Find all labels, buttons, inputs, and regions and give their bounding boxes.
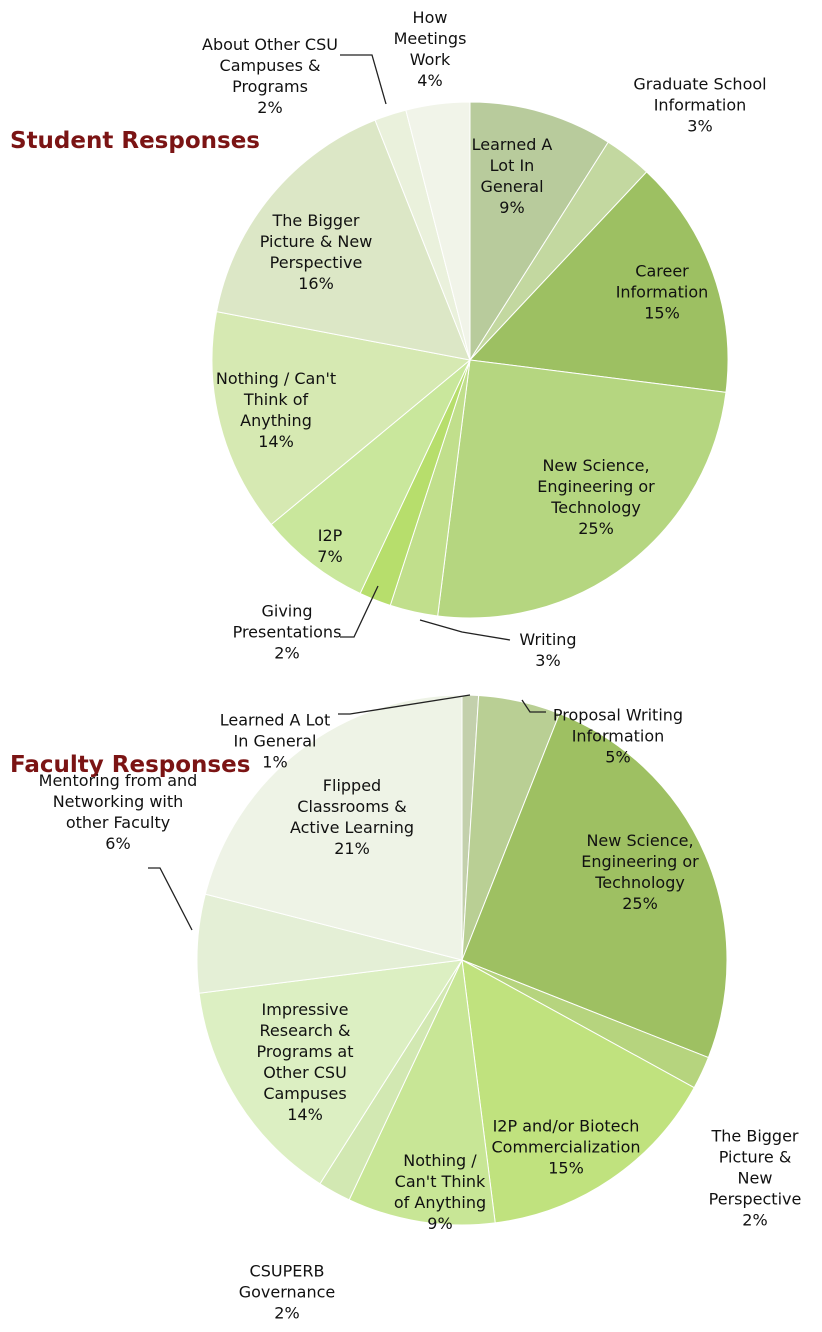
category-label: Proposal Writing Information [552, 705, 684, 746]
slice-label: Flipped Classrooms & Active Learning 21% [282, 775, 422, 859]
chart-title: Student Responses [10, 128, 260, 154]
value-label: 6% [105, 834, 131, 853]
chart-title: Faculty Responses [10, 752, 251, 778]
value-label: 2% [274, 1303, 300, 1323]
slice-label: New Science, Engineering or Technology 25… [516, 455, 676, 539]
category-label: The Bigger Picture & New Perspective [259, 211, 373, 272]
pie-slice [461, 712, 728, 1059]
leader-line [340, 54, 387, 105]
category-label: How Meetings Work [393, 8, 467, 69]
category-label: Giving Presentations [232, 601, 342, 642]
leader-line [340, 585, 379, 638]
value-label: 2% [257, 98, 283, 117]
category-label: Nothing / Can't Think of Anything [215, 369, 337, 430]
category-label: New Science, Engineering or Technology [537, 456, 655, 517]
slice-label: Impressive Research & Programs at Other … [240, 999, 370, 1125]
category-label: I2P and/or Biotech Commercialization [491, 1116, 641, 1157]
pie-slice [461, 959, 695, 1224]
category-label: I2P [317, 526, 343, 545]
category-label: Impressive Research & Programs at Other … [256, 1000, 354, 1103]
pie-slice [437, 359, 727, 619]
slice-label: Learned A Lot In General 1% [210, 710, 340, 773]
slice-label: Graduate School Information 3% [615, 74, 785, 137]
category-label: CSUPERB Governance [238, 1261, 336, 1302]
value-label: 9% [499, 198, 525, 217]
category-label: Writing [519, 630, 577, 649]
slice-label: Giving Presentations 2% [222, 601, 352, 664]
slice-label: The Bigger Picture & New Perspective 16% [251, 210, 381, 294]
leader-line [419, 619, 511, 641]
value-label: 5% [605, 747, 631, 767]
value-label: 2% [742, 1210, 768, 1230]
slice-label: Learned A Lot In General 9% [462, 134, 562, 218]
slice-label: The Bigger Picture & New Perspective 2% [700, 1126, 810, 1231]
slice-label: Nothing / Can't Think of Anything 14% [206, 368, 346, 452]
value-label: 2% [274, 643, 300, 663]
slice-label: New Science, Engineering or Technology 25… [565, 830, 715, 914]
value-label: 16% [298, 274, 334, 293]
value-label: 3% [535, 651, 561, 670]
category-label: Nothing / Can't Think of Anything [393, 1151, 487, 1212]
slice-label: Career Information 15% [607, 261, 717, 324]
slice-label: How Meetings Work 4% [375, 7, 485, 91]
category-label: New Science, Engineering or Technology [581, 831, 699, 892]
pie-slice [468, 171, 729, 393]
value-label: 15% [548, 1158, 584, 1178]
slice-label: Writing 3% [503, 629, 593, 671]
value-label: 9% [427, 1214, 453, 1233]
value-label: 21% [334, 839, 370, 858]
leader-line [148, 867, 193, 931]
value-label: 14% [258, 432, 294, 451]
pie-slice [204, 694, 463, 961]
slice-label: Nothing / Can't Think of Anything 9% [390, 1150, 490, 1234]
pie-slice [215, 119, 471, 361]
value-label: 25% [622, 894, 658, 913]
value-label: 15% [644, 303, 680, 323]
category-label: Graduate School Information [633, 74, 767, 115]
value-label: 1% [262, 752, 288, 772]
pie-slice [405, 101, 471, 361]
value-label: 25% [578, 519, 614, 538]
slice-label: Mentoring from and Networking with other… [38, 770, 198, 854]
pie-slice [211, 311, 472, 526]
pie-slice [348, 958, 496, 1226]
category-label: Learned A Lot In General [471, 135, 553, 196]
category-label: The Bigger Picture & New Perspective [708, 1126, 802, 1209]
slice-label: About Other CSU Campuses & Programs 2% [195, 34, 345, 118]
slice-label: CSUPERB Governance 2% [227, 1261, 347, 1324]
category-label: Flipped Classrooms & Active Learning [289, 776, 415, 837]
category-label: Learned A Lot In General [219, 710, 331, 751]
category-label: About Other CSU Campuses & Programs [202, 35, 338, 96]
pie-slice [469, 101, 609, 362]
slice-label: I2P 7% [300, 525, 360, 567]
leader-line [521, 699, 546, 713]
value-label: 14% [287, 1105, 323, 1124]
value-label: 4% [417, 71, 443, 90]
pie-slice [198, 959, 463, 1185]
slice-label: Proposal Writing Information 5% [533, 705, 703, 768]
value-label: 7% [317, 547, 343, 566]
value-label: 3% [687, 116, 713, 136]
leader-line [338, 694, 471, 715]
category-label: Career Information [615, 261, 709, 302]
slice-label: I2P and/or Biotech Commercialization 15% [486, 1116, 646, 1179]
pie-slice [270, 359, 471, 595]
category-label: Mentoring from and Networking with other… [38, 771, 198, 832]
